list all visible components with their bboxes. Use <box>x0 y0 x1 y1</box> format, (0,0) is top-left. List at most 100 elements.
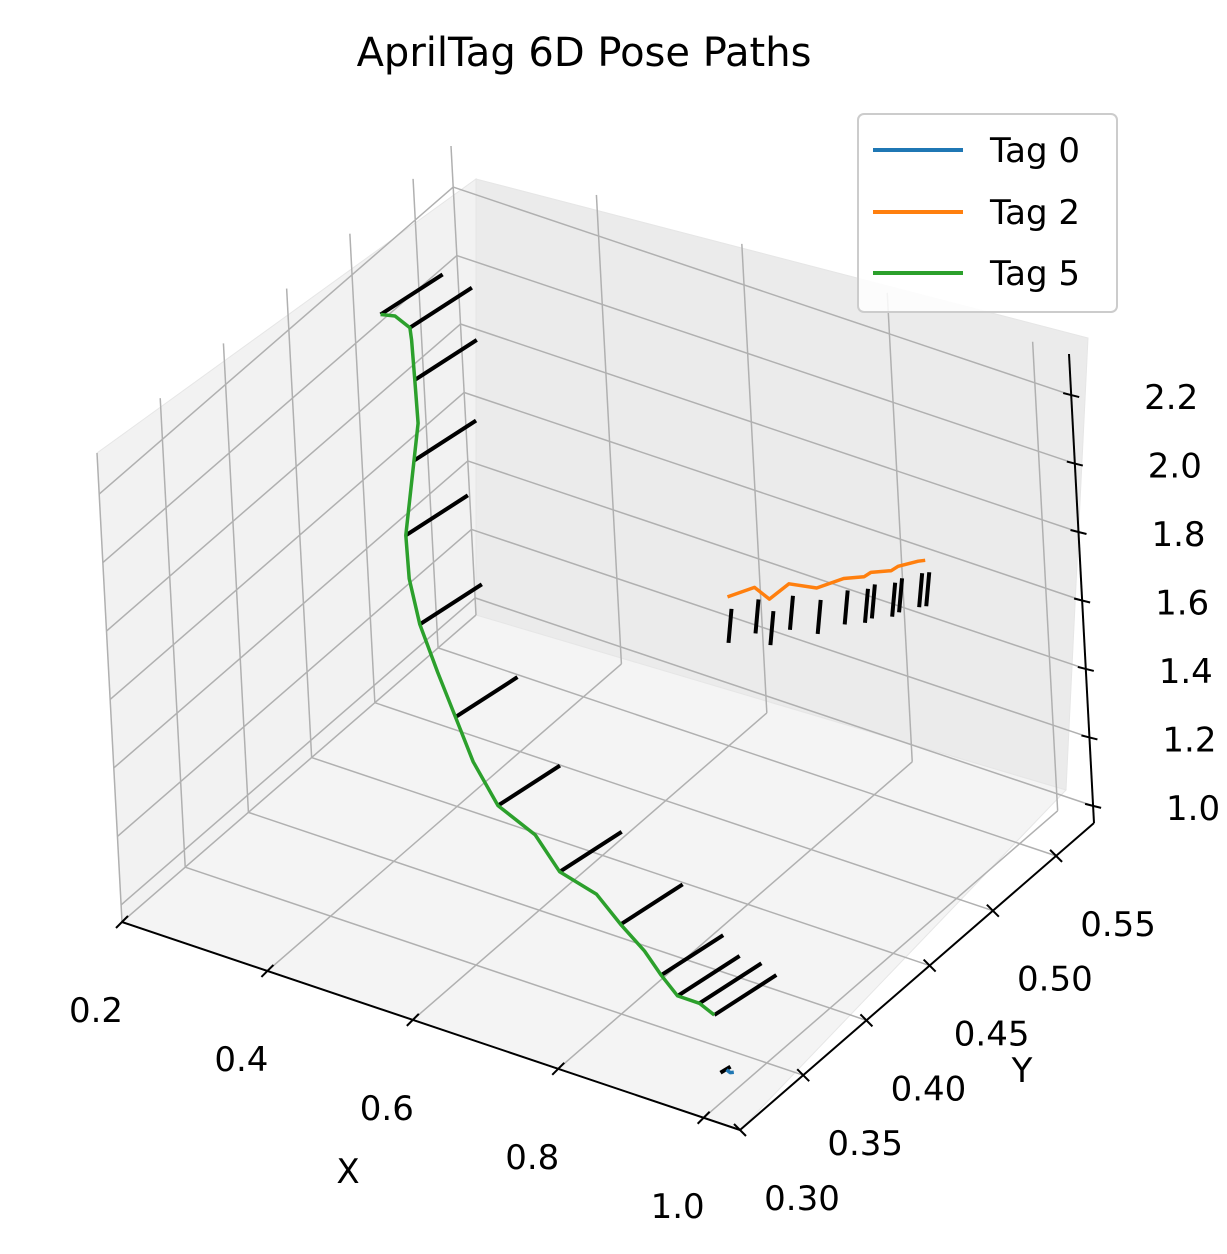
grid-line-z <box>467 460 1087 670</box>
grid-line-y <box>349 233 376 703</box>
y-tick <box>986 904 1000 918</box>
grid-line-y <box>311 756 930 967</box>
orientation-marker <box>768 610 776 646</box>
series-line-tag-0 <box>725 1068 734 1075</box>
y-tick <box>733 1123 747 1137</box>
y-tick-label: 0.40 <box>891 1069 967 1109</box>
legend-label-tag-5: Tag 5 <box>989 254 1080 294</box>
y-tick <box>796 1068 810 1082</box>
orientation-marker <box>917 573 925 608</box>
orientation-marker <box>869 584 877 619</box>
orientation-marker <box>379 272 444 317</box>
orientation-markers <box>379 272 932 1075</box>
grid-line-z <box>105 323 461 632</box>
y-tick-label: 0.50 <box>1017 960 1093 1000</box>
orientation-marker <box>619 882 684 927</box>
z-tick-label: 1.6 <box>1155 583 1209 623</box>
grid-line-x <box>450 145 477 616</box>
grid-line-x <box>741 243 768 713</box>
grid-line-z <box>102 254 458 564</box>
z-axis-line <box>1068 353 1095 824</box>
y-tick-label: 0.55 <box>1080 905 1156 945</box>
grid-line-z <box>452 186 1072 396</box>
grid-line-y <box>96 452 123 923</box>
grid-line-x <box>266 663 622 972</box>
axis-ticks: 0.2 0.4 0.6 0.8 1.0 0.30 0.35 0.40 0.45 0.50 0.55 1… <box>69 353 1220 1227</box>
z-tick-label: 1.0 <box>1166 789 1220 829</box>
x-tick <box>260 964 275 978</box>
grid-line-x <box>1031 341 1059 811</box>
grid-line-x <box>595 194 623 664</box>
orientation-marker <box>924 572 932 607</box>
orientation-marker <box>698 961 763 1005</box>
x-tick <box>115 915 129 929</box>
orientation-marker <box>404 493 469 538</box>
x-tick-label: 0.4 <box>214 1040 268 1080</box>
x-tick-label: 0.8 <box>505 1138 559 1178</box>
grid-line-z <box>463 391 1083 602</box>
x-axis-line <box>121 921 741 1131</box>
grid-line-z <box>474 597 1094 807</box>
series-paths <box>380 312 926 1075</box>
orientation-marker <box>454 675 519 719</box>
orientation-marker <box>787 595 795 630</box>
grid-line-y <box>184 866 804 1076</box>
y-tick-label: 0.45 <box>954 1015 1030 1055</box>
legend: Tag 0 Tag 2 Tag 5 <box>857 113 1118 313</box>
grid-line-z <box>471 528 1090 739</box>
orientation-marker <box>676 954 741 998</box>
y-tick-label: 0.30 <box>764 1179 840 1219</box>
grid-line-z <box>116 528 472 837</box>
z-tick-label: 1.8 <box>1151 515 1205 555</box>
orientation-marker <box>842 590 850 625</box>
legend-label-tag-0: Tag 0 <box>989 131 1080 171</box>
grid-line-z <box>109 391 465 701</box>
z-tick <box>1070 529 1087 535</box>
z-tick <box>1062 392 1080 399</box>
y-tick-label: 0.35 <box>827 1124 903 1164</box>
z-tick <box>1084 802 1102 809</box>
grid-line-y <box>374 702 994 912</box>
grid-line-y <box>412 178 439 648</box>
x-tick <box>551 1062 565 1076</box>
grid-line-y <box>222 343 250 813</box>
chart-title: AprilTag 6D Pose Paths <box>357 30 812 76</box>
orientation-marker <box>496 763 562 808</box>
y-axis-line <box>739 822 1095 1131</box>
orientation-marker <box>719 1064 732 1075</box>
orientation-marker <box>862 588 870 623</box>
z-tick-label: 2.0 <box>1148 447 1202 487</box>
z-tick-label: 1.2 <box>1162 720 1216 760</box>
grid-line-x <box>886 292 913 762</box>
orientation-marker <box>558 830 623 874</box>
y-tick <box>1049 849 1063 863</box>
grid-line-x <box>412 712 768 1021</box>
z-tick-label: 1.4 <box>1159 652 1213 692</box>
series-line-tag-5 <box>380 312 716 1017</box>
grid-line-y <box>159 398 186 868</box>
x-axis-label: X <box>336 1152 359 1192</box>
orientation-marker <box>890 582 898 617</box>
y-axis-label: Y <box>1011 1051 1033 1091</box>
orientation-marker <box>408 286 473 330</box>
grid-line-x <box>557 761 913 1070</box>
z-tick <box>1073 597 1091 604</box>
legend-label-tag-2: Tag 2 <box>989 193 1080 233</box>
grid-line-x <box>121 614 477 923</box>
grid-line-z <box>120 597 476 906</box>
legend-box <box>857 113 1118 313</box>
x-tick <box>406 1013 420 1027</box>
orientation-marker <box>413 338 478 382</box>
orientation-marker <box>418 582 483 626</box>
orientation-marker <box>753 599 761 634</box>
orientation-marker <box>412 418 478 463</box>
grid-line-z <box>98 186 454 495</box>
z-tick <box>1066 460 1084 467</box>
grid-line-x <box>703 810 1059 1119</box>
orientation-marker <box>897 578 905 613</box>
grid-line-z <box>460 323 1079 533</box>
z-tick <box>1081 734 1098 741</box>
grid-line-z <box>456 254 1076 465</box>
y-tick <box>859 1013 874 1028</box>
